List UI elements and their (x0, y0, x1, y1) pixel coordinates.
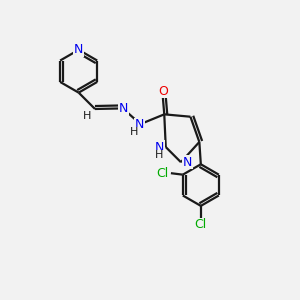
Text: O: O (158, 85, 168, 98)
Text: H: H (155, 150, 164, 161)
Text: H: H (82, 110, 91, 121)
Text: N: N (118, 102, 128, 115)
Text: N: N (154, 140, 164, 154)
Text: Cl: Cl (195, 218, 207, 231)
Text: Cl: Cl (157, 167, 169, 180)
Text: N: N (74, 43, 83, 56)
Text: H: H (130, 127, 138, 137)
Text: N: N (135, 118, 144, 131)
Text: N: N (183, 156, 192, 169)
